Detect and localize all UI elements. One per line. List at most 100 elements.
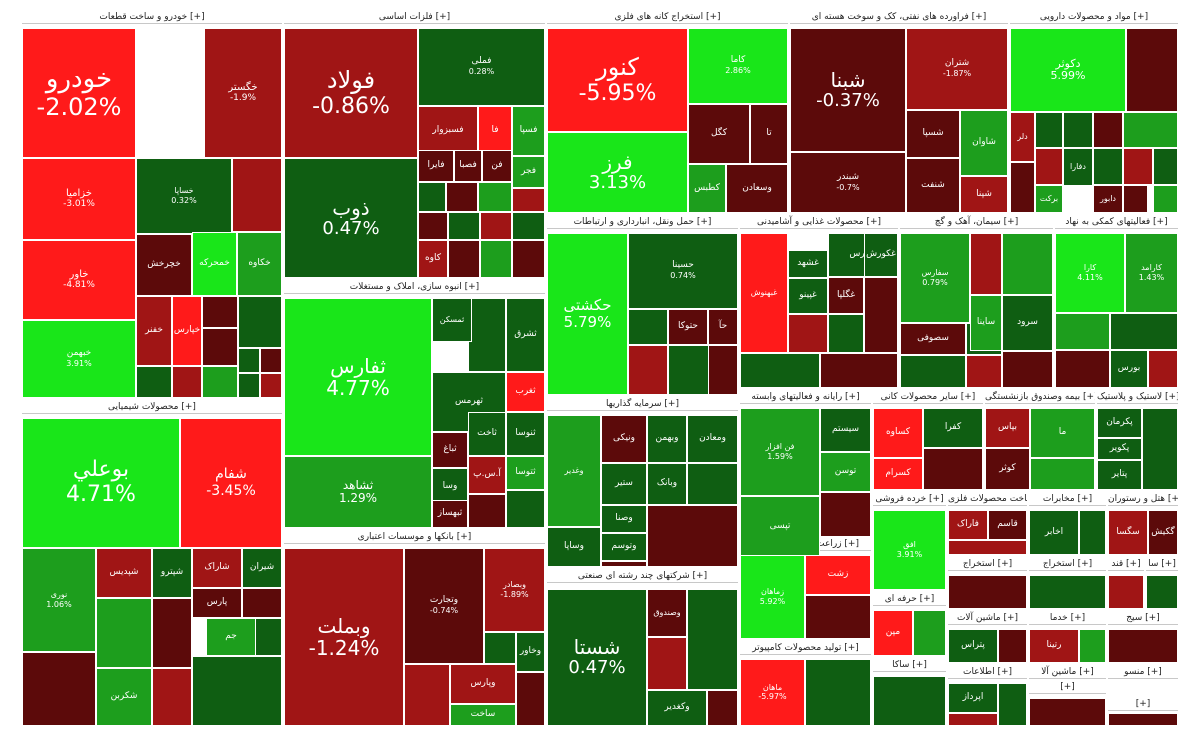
- stock-cell[interactable]: کارا 4.11%: [1055, 233, 1125, 313]
- sector-header[interactable]: تولید محصولات کامپیوتر [+]: [740, 641, 871, 655]
- stock-tile-small[interactable]: [820, 492, 871, 537]
- stock-cell[interactable]: ثنوسا: [506, 412, 545, 456]
- stock-cell[interactable]: دابور: [1093, 185, 1123, 213]
- stock-cell[interactable]: شپدیس: [96, 548, 152, 598]
- sector-header[interactable]: سیج [+]: [1108, 611, 1178, 625]
- stock-tile-small[interactable]: [998, 683, 1027, 726]
- stock-cell[interactable]: بورس: [1110, 350, 1148, 388]
- stock-cell[interactable]: وتجارت -0.74%: [404, 548, 484, 664]
- sector-header[interactable]: سا [+]: [1146, 557, 1178, 571]
- sector-header[interactable]: خرده فروشی [+]: [873, 492, 946, 506]
- stock-cell[interactable]: شکربن: [96, 668, 152, 726]
- stock-tile-small[interactable]: [152, 598, 192, 668]
- stock-cell[interactable]: ثشاهد 1.29%: [284, 456, 432, 528]
- stock-cell[interactable]: قاسم: [988, 510, 1027, 540]
- sector-header[interactable]: سایر محصولات کانی [+]: [873, 390, 983, 404]
- stock-tile-small[interactable]: [1055, 313, 1110, 350]
- stock-cell[interactable]: سصوفی: [900, 323, 966, 355]
- sector-header[interactable]: منسو [+]: [1108, 665, 1178, 679]
- stock-cell[interactable]: ثمسکن: [432, 298, 472, 342]
- stock-cell[interactable]: وخاور: [516, 632, 545, 672]
- stock-tile-small[interactable]: [820, 353, 898, 388]
- stock-cell[interactable]: اخابر: [1029, 510, 1079, 555]
- stock-tile-small[interactable]: [1055, 350, 1110, 388]
- stock-tile-small[interactable]: [1153, 185, 1178, 213]
- sector-header[interactable]: استخراج [+]: [948, 557, 1027, 571]
- stock-tile-small[interactable]: [966, 355, 1002, 388]
- stock-cell[interactable]: جم: [206, 618, 256, 656]
- stock-tile-small[interactable]: [1126, 28, 1178, 112]
- stock-tile-small[interactable]: [805, 659, 871, 726]
- stock-tile-small[interactable]: [647, 505, 738, 567]
- stock-cell[interactable]: پکرمان: [1097, 408, 1142, 438]
- stock-tile-small[interactable]: [172, 366, 202, 398]
- sector-header[interactable]: بانکها و موسسات اعتباری [+]: [284, 530, 545, 544]
- stock-tile-small[interactable]: [873, 676, 946, 726]
- stock-cell[interactable]: ساخت: [450, 704, 516, 726]
- stock-cell[interactable]: خفنر: [136, 296, 172, 366]
- stock-tile-small[interactable]: [238, 296, 282, 348]
- stock-cell[interactable]: مپن: [873, 610, 913, 656]
- stock-cell[interactable]: سیستم: [820, 408, 871, 452]
- stock-cell[interactable]: فصبا: [454, 150, 482, 182]
- stock-tile-small[interactable]: [1035, 112, 1063, 148]
- stock-cell[interactable]: شاراک: [192, 548, 242, 588]
- stock-cell[interactable]: فولاد -0.86%: [284, 28, 418, 158]
- stock-cell[interactable]: غگلپا: [828, 277, 864, 314]
- stock-cell[interactable]: پکویر: [1097, 438, 1142, 460]
- sector-header[interactable]: رایانه و فعالیتهای وابسته [+]: [740, 390, 871, 404]
- stock-cell[interactable]: تپسی: [740, 496, 820, 557]
- sector-header[interactable]: هتل و رستوران [+]: [1108, 492, 1178, 506]
- stock-tile-small[interactable]: [446, 182, 478, 212]
- stock-tile-small[interactable]: [1063, 112, 1093, 148]
- stock-cell[interactable]: کوثر: [985, 448, 1030, 490]
- stock-tile-small[interactable]: [707, 690, 738, 726]
- stock-tile-small[interactable]: [418, 212, 448, 240]
- stock-cell[interactable]: فن افزار 1.59%: [740, 408, 820, 496]
- stock-cell[interactable]: کارامد 1.43%: [1125, 233, 1178, 313]
- stock-cell[interactable]: ثتوسا: [506, 456, 545, 490]
- stock-cell[interactable]: کطبس: [688, 164, 726, 213]
- stock-cell[interactable]: حتوکا: [668, 309, 708, 345]
- sector-header[interactable]: فعالیتهای کمکی به نهاد [+]: [1055, 215, 1178, 229]
- stock-cell[interactable]: خبهمن 3.91%: [22, 320, 136, 398]
- sector-header[interactable]: ساخت محصولات فلزی [+]: [948, 492, 1027, 506]
- sector-header[interactable]: ماشین آلات [+]: [948, 611, 1027, 625]
- sector-header[interactable]: مخابرات [+]: [1029, 492, 1106, 506]
- stock-cell[interactable]: فملی 0.28%: [418, 28, 545, 106]
- sector-header[interactable]: قند [+]: [1108, 557, 1144, 571]
- sector-header[interactable]: سیمان، آهک و گچ [+]: [900, 215, 1053, 229]
- stock-tile-small[interactable]: [202, 328, 238, 366]
- stock-tile-small[interactable]: [948, 713, 998, 726]
- stock-tile-small[interactable]: [96, 598, 152, 668]
- stock-cell[interactable]: سفارس 0.79%: [900, 233, 970, 323]
- stock-tile-small[interactable]: [1146, 575, 1178, 609]
- stock-cell[interactable]: ستیر: [601, 463, 647, 505]
- sector-header[interactable]: بیمه وصندوق بازنشستگی [+]: [985, 390, 1095, 404]
- stock-tile-small[interactable]: [1123, 112, 1178, 148]
- stock-cell[interactable]: ثباغ: [432, 432, 468, 468]
- stock-cell[interactable]: شبندر -0.7%: [790, 152, 906, 213]
- sector-header[interactable]: ساکا [+]: [873, 658, 946, 672]
- stock-tile-small[interactable]: [1142, 408, 1178, 490]
- stock-tile-small[interactable]: [1153, 148, 1178, 185]
- stock-tile-small[interactable]: [923, 448, 983, 490]
- sector-header[interactable]: محصولات شیمیایی [+]: [22, 400, 282, 414]
- stock-tile-small[interactable]: [418, 182, 446, 212]
- sector-header[interactable]: فراورده های نفتی، کک و سوخت هسته ای [+]: [790, 10, 1008, 24]
- stock-tile-small[interactable]: [1093, 148, 1123, 185]
- stock-tile-small[interactable]: [948, 540, 1027, 555]
- stock-tile-small[interactable]: [948, 575, 1027, 609]
- stock-cell[interactable]: خساپا 0.32%: [136, 158, 232, 234]
- stock-cell[interactable]: شیران: [242, 548, 282, 588]
- stock-tile-small[interactable]: [805, 595, 871, 639]
- stock-tile-small[interactable]: [970, 233, 1002, 295]
- stock-cell[interactable]: وتوسم: [601, 533, 647, 561]
- stock-cell[interactable]: خپارس: [172, 296, 202, 366]
- stock-cell[interactable]: فاراک: [948, 510, 988, 540]
- stock-cell[interactable]: کنور -5.95%: [547, 28, 688, 132]
- stock-cell[interactable]: فجر: [512, 156, 545, 188]
- stock-tile-small[interactable]: [864, 277, 898, 353]
- stock-tile-small[interactable]: [484, 632, 516, 664]
- stock-tile-small[interactable]: [998, 629, 1027, 663]
